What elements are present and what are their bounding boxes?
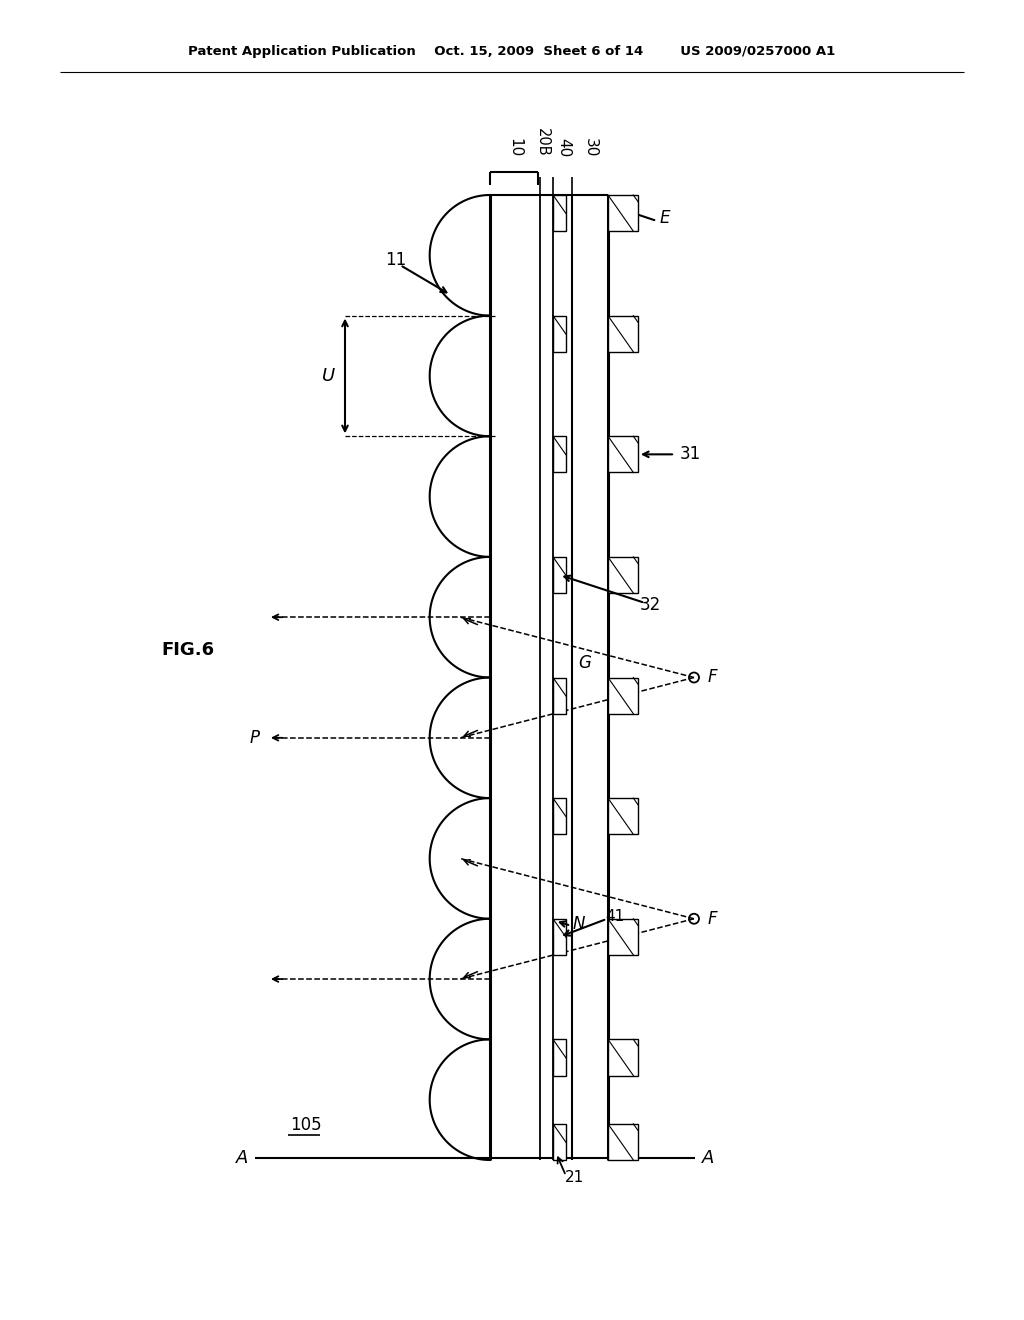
Bar — [553, 436, 566, 473]
Text: P: P — [250, 729, 260, 747]
Text: 21: 21 — [565, 1171, 585, 1185]
Text: A: A — [702, 1148, 715, 1167]
Text: FIG.6: FIG.6 — [162, 642, 215, 659]
Bar — [553, 557, 566, 593]
Bar — [608, 919, 638, 954]
Text: 40: 40 — [556, 139, 571, 157]
Bar — [553, 1123, 566, 1160]
Text: 31: 31 — [680, 445, 701, 463]
Text: 11: 11 — [385, 251, 407, 269]
Bar — [553, 1039, 566, 1076]
Text: G: G — [578, 653, 591, 672]
Bar — [553, 677, 566, 714]
Text: 41: 41 — [605, 909, 625, 924]
Text: 32: 32 — [640, 595, 662, 614]
Text: F: F — [708, 909, 718, 928]
Bar — [608, 1039, 638, 1076]
Bar — [608, 677, 638, 714]
Bar — [608, 195, 638, 231]
Bar — [553, 195, 566, 231]
Text: A: A — [236, 1148, 248, 1167]
Text: U: U — [323, 367, 336, 385]
Bar — [553, 799, 566, 834]
Text: N: N — [573, 915, 586, 933]
Text: 105: 105 — [290, 1115, 322, 1134]
Bar — [608, 315, 638, 352]
Text: 30: 30 — [583, 139, 597, 157]
Bar — [608, 799, 638, 834]
Bar — [608, 1123, 638, 1160]
Bar — [553, 315, 566, 352]
Text: 20B: 20B — [535, 128, 550, 156]
Bar — [608, 436, 638, 473]
Bar — [553, 919, 566, 954]
Bar — [608, 557, 638, 593]
Text: F: F — [708, 668, 718, 686]
Text: E: E — [660, 209, 671, 227]
Text: Patent Application Publication    Oct. 15, 2009  Sheet 6 of 14        US 2009/02: Patent Application Publication Oct. 15, … — [188, 45, 836, 58]
Text: 10: 10 — [508, 139, 522, 157]
